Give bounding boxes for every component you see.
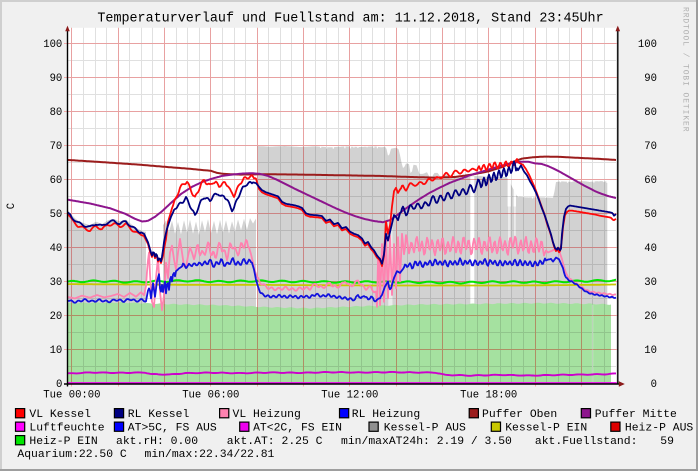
svg-text:Heiz-P EIN: Heiz-P EIN: [29, 436, 97, 448]
svg-text:59: 59: [660, 436, 674, 448]
svg-text:min/maxAT24h: 2.19 / 3.50: min/maxAT24h: 2.19 / 3.50: [341, 436, 512, 448]
svg-text:10: 10: [50, 345, 63, 357]
svg-text:Puffer Oben: Puffer Oben: [482, 409, 557, 421]
svg-text:akt.AT: 2.25 C: akt.AT: 2.25 C: [227, 436, 323, 448]
svg-text:80: 80: [50, 107, 63, 119]
svg-text:20: 20: [50, 311, 63, 323]
svg-text:Tue 06:00: Tue 06:00: [182, 390, 239, 402]
svg-text:AT>5C, FS AUS: AT>5C, FS AUS: [128, 423, 217, 435]
svg-text:akt.rH: 0.00: akt.rH: 0.00: [116, 436, 198, 448]
svg-text:Aquarium:22.50 C: Aquarium:22.50 C: [17, 449, 127, 461]
svg-text:RL Kessel: RL Kessel: [128, 409, 190, 421]
svg-text:0: 0: [56, 379, 62, 391]
svg-text:Luftfeuchte: Luftfeuchte: [29, 423, 104, 435]
svg-text:80: 80: [644, 107, 657, 119]
svg-text:Tue 18:00: Tue 18:00: [460, 390, 517, 402]
svg-text:60: 60: [50, 175, 63, 187]
svg-text:100: 100: [43, 39, 62, 51]
svg-text:30: 30: [50, 277, 63, 289]
svg-text:50: 50: [50, 209, 63, 221]
svg-text:20: 20: [644, 311, 657, 323]
svg-text:Puffer Mitte: Puffer Mitte: [595, 409, 677, 421]
svg-text:90: 90: [644, 73, 657, 85]
svg-text:VL Heizung: VL Heizung: [233, 409, 301, 421]
svg-text:70: 70: [644, 141, 657, 153]
svg-text:10: 10: [644, 345, 657, 357]
svg-text:Kessel-P EIN: Kessel-P EIN: [505, 423, 587, 435]
svg-text:C: C: [6, 203, 18, 209]
svg-text:akt.Fuellstand:: akt.Fuellstand:: [535, 436, 638, 448]
svg-text:70: 70: [50, 141, 63, 153]
svg-text:40: 40: [644, 243, 657, 255]
svg-text:60: 60: [644, 175, 657, 187]
svg-text:min/max:22.34/22.81: min/max:22.34/22.81: [145, 449, 275, 461]
svg-text:90: 90: [50, 73, 63, 85]
svg-text:Heiz-P AUS: Heiz-P AUS: [625, 423, 694, 435]
svg-text:30: 30: [644, 277, 657, 289]
svg-text:VL Kessel: VL Kessel: [29, 409, 91, 421]
svg-text:AT<2C, FS EIN: AT<2C, FS EIN: [253, 423, 342, 435]
svg-text:0: 0: [651, 379, 657, 391]
svg-text:50: 50: [644, 209, 657, 221]
svg-text:Tue 00:00: Tue 00:00: [43, 390, 100, 402]
svg-text:RRDTOOL / TOBI OETIKER: RRDTOOL / TOBI OETIKER: [681, 7, 690, 132]
svg-text:RL Heizung: RL Heizung: [352, 409, 420, 421]
svg-text:Kessel-P AUS: Kessel-P AUS: [384, 423, 466, 435]
svg-text:100: 100: [638, 39, 657, 51]
svg-text:40: 40: [50, 243, 63, 255]
svg-text:Temperaturverlauf und Fuellsta: Temperaturverlauf und Fuellstand am: 11.…: [97, 12, 603, 27]
svg-text:Tue 12:00: Tue 12:00: [321, 390, 378, 402]
